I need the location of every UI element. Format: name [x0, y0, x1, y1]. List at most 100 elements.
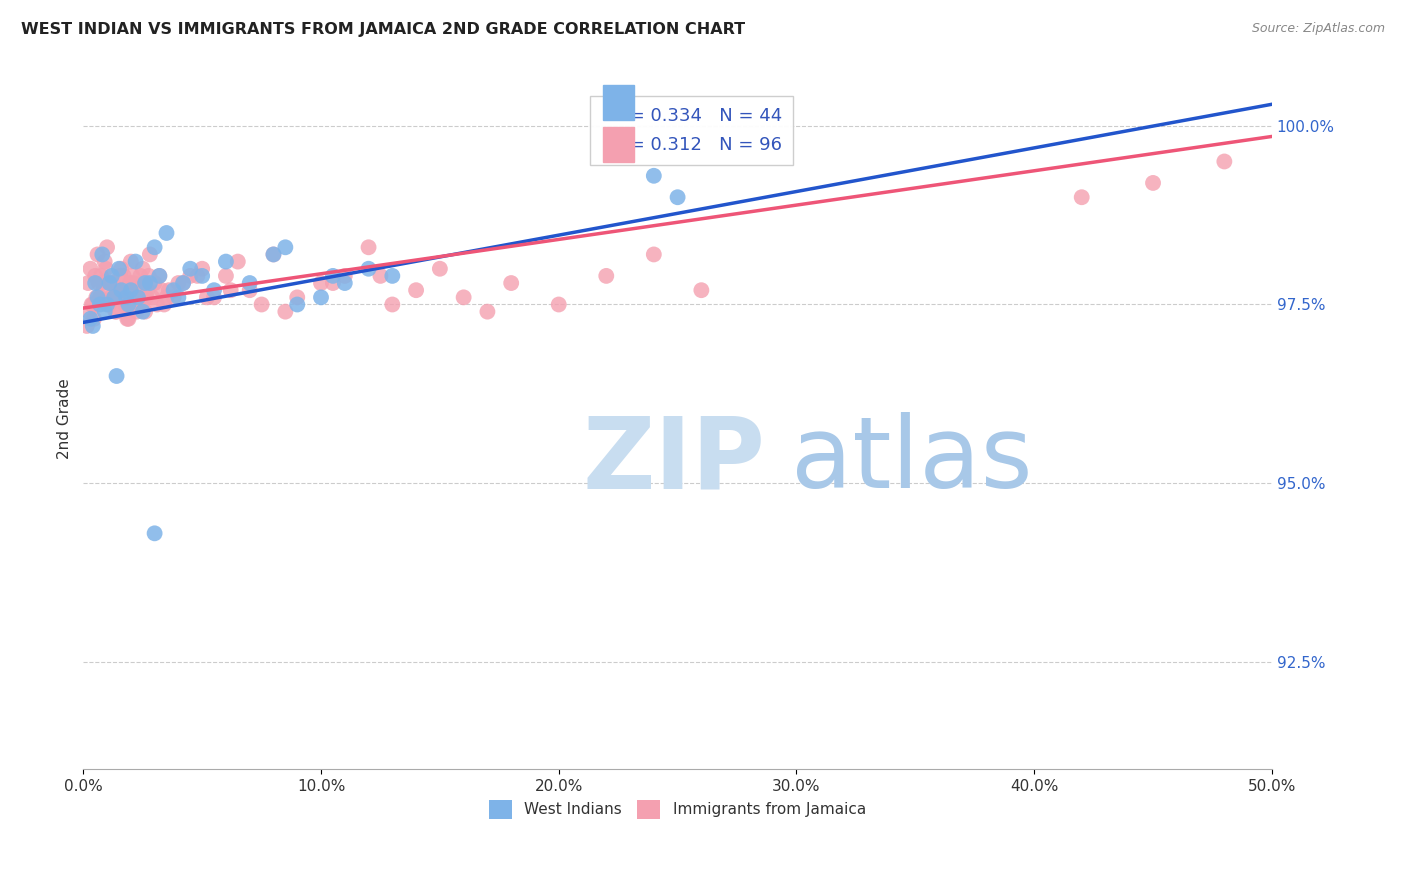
Point: [114, 297, 136, 311]
Point: [191, 268, 214, 283]
Point: [80, 297, 103, 311]
Point: [127, 297, 149, 311]
Point: [157, 283, 180, 297]
Point: [547, 297, 569, 311]
Point: [86, 290, 108, 304]
Point: [405, 283, 427, 297]
Point: [162, 290, 184, 304]
Point: [98, 276, 121, 290]
Point: [155, 226, 177, 240]
Point: [322, 276, 344, 290]
Point: [115, 297, 138, 311]
Point: [381, 268, 404, 283]
Point: [381, 297, 404, 311]
Point: [155, 290, 177, 304]
Point: [453, 290, 475, 304]
Point: [125, 304, 148, 318]
Point: [1070, 190, 1092, 204]
Point: [239, 283, 262, 297]
Point: [162, 283, 184, 297]
Point: [79, 311, 101, 326]
Point: [89, 297, 111, 311]
Point: [105, 369, 128, 384]
Point: [97, 297, 120, 311]
Point: [93, 283, 115, 297]
Point: [117, 311, 139, 326]
Y-axis label: 2nd Grade: 2nd Grade: [58, 378, 72, 459]
Point: [87, 276, 110, 290]
Bar: [603, 85, 634, 120]
Point: [429, 261, 451, 276]
Point: [96, 297, 118, 311]
Point: [263, 247, 285, 261]
Point: [118, 276, 141, 290]
Point: [112, 268, 135, 283]
Point: [215, 268, 238, 283]
Point: [167, 290, 190, 304]
Text: WEST INDIAN VS IMMIGRANTS FROM JAMAICA 2ND GRADE CORRELATION CHART: WEST INDIAN VS IMMIGRANTS FROM JAMAICA 2…: [21, 22, 745, 37]
Point: [195, 290, 218, 304]
Point: [110, 261, 132, 276]
Point: [643, 247, 665, 261]
Point: [285, 290, 308, 304]
Point: [120, 283, 142, 297]
Point: [139, 247, 162, 261]
Point: [134, 304, 156, 318]
Point: [132, 276, 155, 290]
Point: [107, 283, 129, 297]
Point: [134, 276, 156, 290]
Point: [110, 283, 132, 297]
Point: [357, 261, 380, 276]
Point: [105, 304, 128, 318]
Point: [143, 526, 166, 541]
Point: [124, 290, 146, 304]
Point: [93, 254, 115, 268]
Point: [135, 290, 157, 304]
Point: [274, 240, 297, 254]
Point: [91, 247, 114, 261]
Point: [121, 268, 143, 283]
Point: [333, 276, 356, 290]
Point: [666, 190, 689, 204]
Point: [167, 276, 190, 290]
Point: [132, 304, 155, 318]
Point: [172, 276, 194, 290]
Point: [89, 290, 111, 304]
Point: [146, 297, 169, 311]
Point: [127, 290, 149, 304]
Point: [136, 283, 159, 297]
Point: [122, 276, 145, 290]
Point: [215, 254, 238, 268]
Point: [86, 290, 108, 304]
Point: [141, 290, 163, 304]
Point: [263, 247, 285, 261]
Point: [82, 297, 104, 311]
Point: [477, 304, 499, 318]
Point: [333, 268, 356, 283]
Text: Source: ZipAtlas.com: Source: ZipAtlas.com: [1251, 22, 1385, 36]
Point: [595, 268, 617, 283]
Point: [124, 254, 146, 268]
Point: [179, 261, 201, 276]
Point: [82, 318, 104, 333]
Point: [186, 268, 208, 283]
Point: [250, 297, 273, 311]
Point: [103, 290, 125, 304]
Point: [179, 268, 201, 283]
Point: [129, 268, 152, 283]
Point: [108, 283, 131, 297]
Point: [128, 283, 150, 297]
Point: [101, 276, 124, 290]
Point: [117, 311, 139, 326]
Point: [643, 169, 665, 183]
Point: [79, 261, 101, 276]
Point: [172, 276, 194, 290]
Bar: [603, 127, 634, 161]
Point: [104, 304, 127, 318]
Point: [77, 304, 100, 318]
Point: [309, 276, 332, 290]
Point: [131, 297, 153, 311]
Point: [91, 276, 114, 290]
Point: [101, 268, 124, 283]
Text: R = 0.334   N = 44
  R = 0.312   N = 96: R = 0.334 N = 44 R = 0.312 N = 96: [600, 107, 783, 154]
